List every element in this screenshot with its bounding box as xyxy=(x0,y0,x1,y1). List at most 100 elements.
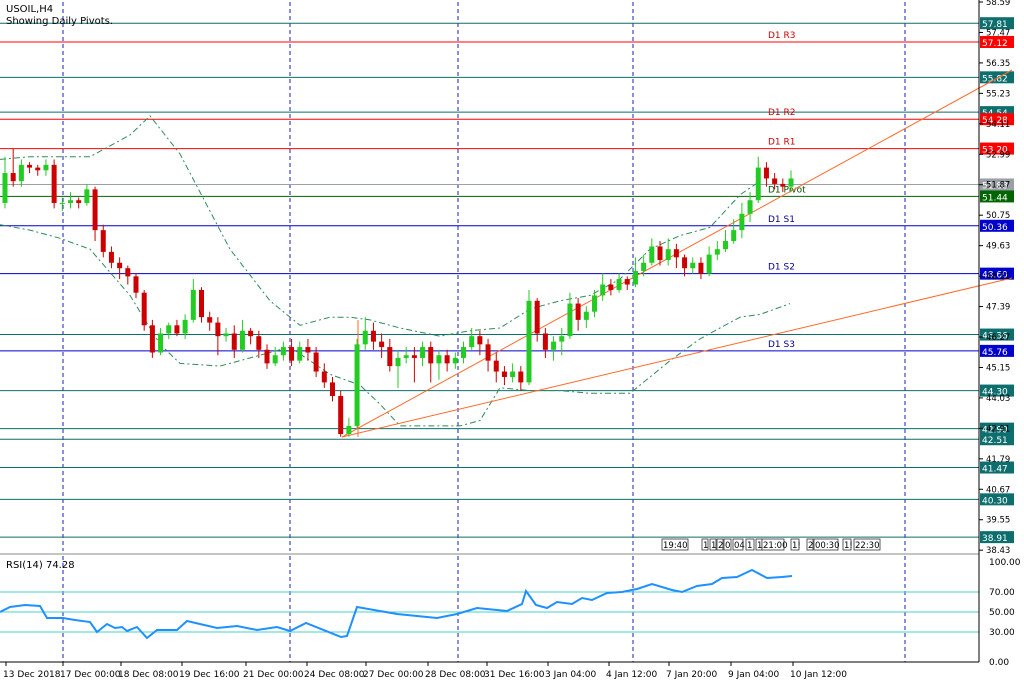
candle-body-64 xyxy=(526,300,532,383)
candle-body-72 xyxy=(592,295,597,312)
level-tag-text-5: 53.20 xyxy=(982,146,1008,156)
level-tag-text-7: 51.44 xyxy=(982,193,1008,203)
y-tick-label-2: 56.35 xyxy=(986,59,1010,69)
level-tag-1 xyxy=(980,35,1014,48)
session-box-8 xyxy=(761,538,785,551)
level-tag-7 xyxy=(980,190,1014,203)
level-tag-text-10: 46.36 xyxy=(982,332,1008,342)
rsi-tick-2: 50.00 xyxy=(989,608,1015,618)
candle-body-78 xyxy=(641,262,647,271)
candle-body-42 xyxy=(346,425,352,435)
candle-body-22 xyxy=(182,319,188,334)
candle-body-39 xyxy=(321,371,327,383)
session-label-7: 1 xyxy=(757,541,762,551)
candle-body-61 xyxy=(501,371,507,377)
level-tag-9 xyxy=(980,267,1014,280)
session-box-10 xyxy=(806,538,814,551)
candle-body-8 xyxy=(68,200,73,203)
candle-body-82 xyxy=(673,249,679,258)
candle-body-11 xyxy=(92,189,98,231)
y-tick-label-3: 55.23 xyxy=(986,89,1010,99)
candle-body-40 xyxy=(330,382,335,397)
session-label-2: 1 xyxy=(711,541,716,551)
y-tick-label-4: 54.11 xyxy=(986,120,1010,130)
level-tag-text-15: 41.47 xyxy=(982,465,1008,475)
candle-body-63 xyxy=(518,371,524,383)
y-tick-label-14: 42.91 xyxy=(986,424,1010,434)
level-tag-text-16: 40.30 xyxy=(982,496,1008,506)
session-box-13 xyxy=(853,538,881,551)
session-label-1: 1 xyxy=(703,541,708,551)
candle-body-35 xyxy=(289,347,295,361)
candle-body-69 xyxy=(567,303,573,337)
candle-body-70 xyxy=(575,303,581,320)
session-label-5: 04: xyxy=(734,541,748,551)
candle-body-50 xyxy=(411,355,417,358)
level-tag-15 xyxy=(980,461,1014,474)
candle-body-52 xyxy=(428,347,434,364)
symbol-title: USOIL,H4 xyxy=(6,4,53,15)
level-tag-text-0: 57.81 xyxy=(982,20,1008,30)
candle-body-21 xyxy=(174,325,180,334)
y-tick-label-1: 57.47 xyxy=(986,28,1010,38)
x-tick-label-3: 19 Dec 16:00 xyxy=(179,670,240,680)
candle-body-15 xyxy=(125,268,131,277)
x-tick-label-10: 4 Jan 12:00 xyxy=(606,670,658,680)
candle-body-45 xyxy=(370,330,376,342)
x-tick-label-12: 9 Jan 04:00 xyxy=(728,670,780,680)
candle-body-95 xyxy=(780,183,786,187)
pivot-notice: Showing Daily Pivots. xyxy=(6,16,113,27)
candle-body-12 xyxy=(100,230,106,252)
candle-body-59 xyxy=(485,344,491,361)
candle-body-51 xyxy=(420,347,426,358)
candle-body-16 xyxy=(133,276,139,293)
x-tick-label-6: 27 Dec 00:00 xyxy=(363,670,424,680)
candle-body-54 xyxy=(444,355,450,364)
candle-body-60 xyxy=(493,360,499,372)
x-tick-label-8: 31 Dec 16:00 xyxy=(484,670,545,680)
candle-body-68 xyxy=(559,336,565,342)
session-label-3: 2 xyxy=(718,541,723,551)
candle-body-73 xyxy=(600,284,606,296)
x-tick-label-1: 17 Dec 00:00 xyxy=(60,670,121,680)
level-tag-10 xyxy=(980,328,1014,341)
candle-body-9 xyxy=(76,200,82,203)
x-tick-label-5: 24 Dec 08:00 xyxy=(304,670,365,680)
candle-body-84 xyxy=(690,262,696,269)
candle-body-27 xyxy=(223,333,229,337)
level-tag-13 xyxy=(980,422,1014,435)
candle-body-79 xyxy=(649,246,655,263)
candle-body-92 xyxy=(755,167,761,201)
y-tick-label-17: 39.55 xyxy=(986,516,1010,526)
candle-body-5 xyxy=(43,164,49,171)
candle-body-91 xyxy=(747,200,753,214)
x-tick-label-9: 3 Jan 04:00 xyxy=(545,670,597,680)
candle-body-31 xyxy=(256,336,262,350)
candle-body-67 xyxy=(551,341,557,350)
rsi-tick-4: 0.00 xyxy=(989,658,1009,668)
session-label-8: 21:00 xyxy=(763,541,788,551)
session-label-11: 00:30 xyxy=(815,541,840,551)
pivot-label-9: D1 S2 xyxy=(768,263,795,273)
level-tag-4 xyxy=(980,113,1014,126)
candle-body-33 xyxy=(272,355,278,364)
candle-body-46 xyxy=(379,341,385,348)
candle-body-81 xyxy=(665,249,671,261)
candle-body-55 xyxy=(452,357,458,364)
candle-body-65 xyxy=(534,300,540,334)
candle-body-47 xyxy=(387,347,393,367)
candle-body-90 xyxy=(739,213,745,231)
candle-body-49 xyxy=(403,355,409,358)
level-tag-text-17: 38.91 xyxy=(982,534,1008,544)
pivot-label-11: D1 S3 xyxy=(768,340,795,350)
level-tag-text-14: 42.51 xyxy=(982,436,1008,446)
candle-body-37 xyxy=(305,347,311,353)
level-tag-12 xyxy=(980,384,1014,397)
candle-body-14 xyxy=(117,262,123,269)
candle-body-80 xyxy=(657,246,663,261)
level-tag-text-6: 51.88 xyxy=(982,181,1008,191)
level-tag-0 xyxy=(980,17,1014,30)
candle-body-2 xyxy=(18,164,24,182)
